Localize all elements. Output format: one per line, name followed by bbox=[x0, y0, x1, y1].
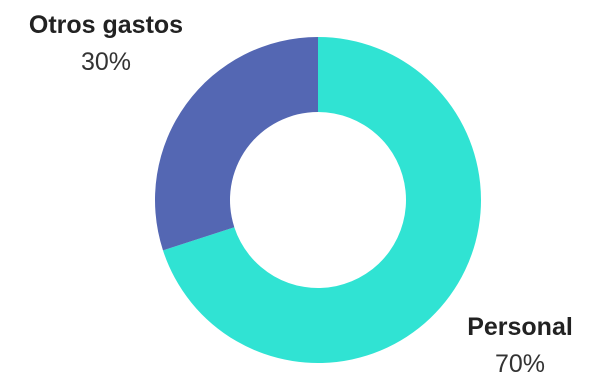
slice-percent-personal: 70% bbox=[494, 350, 546, 378]
donut-slice-otros-gastos bbox=[154, 37, 318, 251]
slice-name-personal: Personal bbox=[467, 313, 573, 341]
slice-name-otros-gastos: Otros gastos bbox=[28, 11, 184, 39]
donut-slice-personal bbox=[162, 37, 481, 363]
slice-percent-otros-gastos: 30% bbox=[80, 48, 132, 76]
slice-label-personal: Personal 70% bbox=[454, 312, 586, 380]
slice-label-otros-gastos: Otros gastos 30% bbox=[8, 10, 204, 78]
